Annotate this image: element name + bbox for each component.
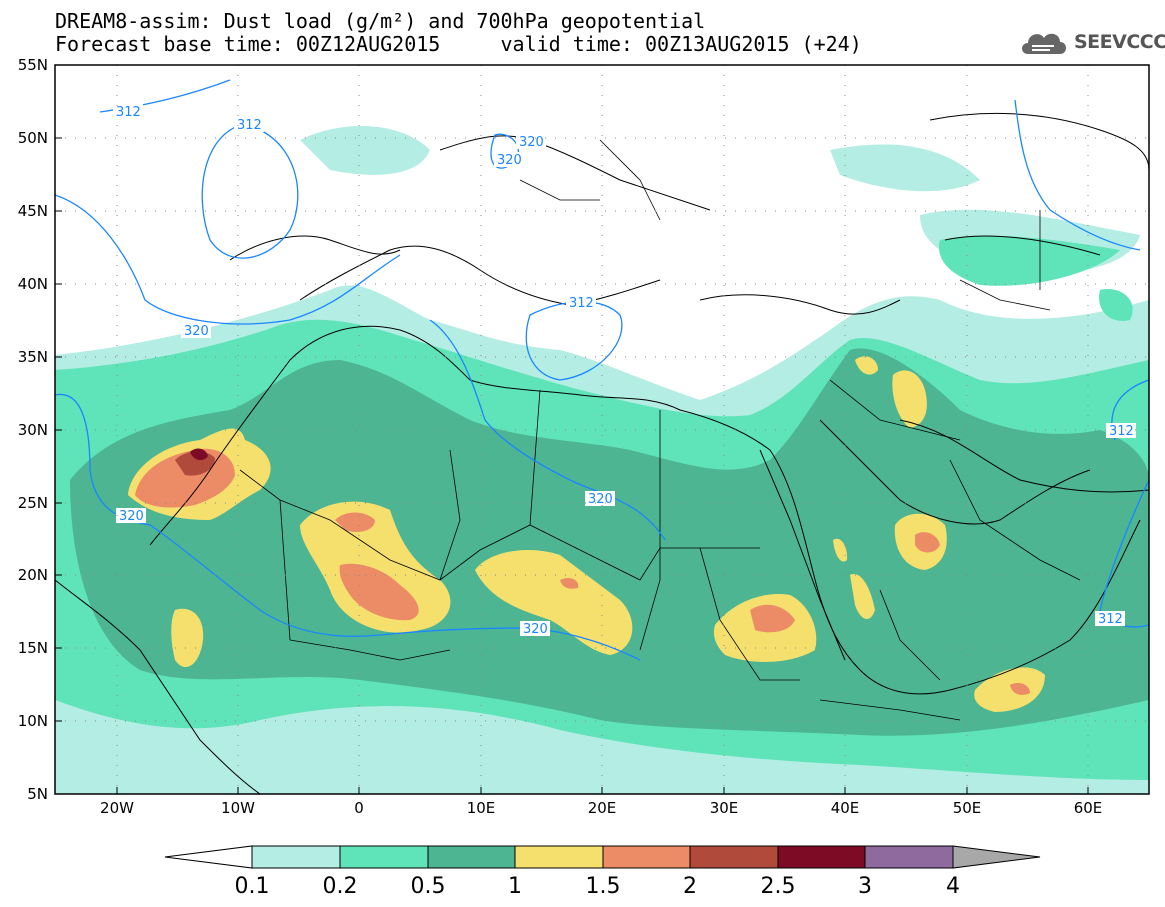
colorbar-label: 2 [683,874,697,899]
lat-tick-label: 45N [18,202,48,220]
colorbar-swatch [514,845,604,869]
lon-tick-label: 50E [953,799,982,817]
lat-tick-label: 10N [18,712,48,730]
lon-tick-label: 60E [1074,799,1103,817]
dust-level-2-5 [190,448,208,461]
colorbar-label: 0.2 [323,874,358,899]
lon-tick-label: 20E [588,799,617,817]
lat-tick-label: 55N [18,56,48,74]
lon-tick-label: 20W [100,799,134,817]
lat-tick-label: 5N [27,785,48,803]
colorbar: 0.1 0.2 0.5 1 1.5 2 2.5 3 4 [164,845,1041,899]
colorbar-label: 1 [508,874,522,899]
lat-axis: 55N 50N 45N 40N 35N 30N 25N 20N 15N 10N … [18,56,62,803]
contour-labels: 312 312 320 320 320 312 312 320 320 320 … [113,104,1136,637]
lat-tick-label: 35N [18,348,48,366]
colorbar-label: 0.1 [235,874,270,899]
logo-text: SEEVCCC [1074,31,1165,53]
lon-tick-label: 0 [354,799,364,817]
contour-label: 320 [497,153,522,168]
contour-label: 320 [119,509,144,524]
lon-tick-label: 10W [221,799,255,817]
country-borders [239,139,1081,721]
colorbar-swatch [864,845,954,869]
lat-tick-label: 25N [18,494,48,512]
colorbar-swatch [339,845,429,869]
contour-label: 320 [519,135,544,150]
lon-tick-label: 40E [831,799,860,817]
colorbar-swatch [427,845,516,869]
colorbar-swatch [777,845,866,869]
lat-tick-label: 20N [18,566,48,584]
contour-label: 312 [237,118,262,133]
colorbar-label: 0.5 [411,874,446,899]
dust-level-0-5 [70,348,1149,736]
contour-label: 320 [184,324,209,339]
colorbar-label: 2.5 [761,874,796,899]
map-title: DREAM8-assim: Dust load (g/m²) and 700hP… [55,9,706,33]
cloud-icon [1022,33,1066,54]
colorbar-label: 3 [858,874,872,899]
contour-label: 320 [588,492,613,507]
contour-label: 312 [116,105,141,120]
forecast-time-line: Forecast base time: 00Z12AUG2015 valid t… [55,32,862,56]
contour-label: 312 [1109,424,1134,439]
lat-tick-label: 40N [18,275,48,293]
colorbar-arrow-high [952,845,1041,869]
contour-label: 312 [1098,612,1123,627]
contour-label: 320 [523,622,548,637]
coastlines [55,112,1149,794]
colorbar-swatch [602,845,691,869]
contour-label: 312 [569,296,594,311]
lon-axis: 20W 10W 0 10E 20E 30E 40E 50E 60E [100,787,1102,817]
lon-tick-label: 30E [710,799,739,817]
colorbar-swatch [689,845,779,869]
colorbar-label: 1.5 [586,874,621,899]
colorbar-arrow-low [164,845,253,869]
lat-tick-label: 30N [18,421,48,439]
lon-tick-label: 10E [467,799,496,817]
colorbar-label: 4 [946,874,960,899]
colorbar-swatch [251,845,341,869]
lat-tick-label: 15N [18,639,48,657]
seevccc-logo: SEEVCCC [1018,24,1165,60]
lat-tick-label: 50N [18,129,48,147]
